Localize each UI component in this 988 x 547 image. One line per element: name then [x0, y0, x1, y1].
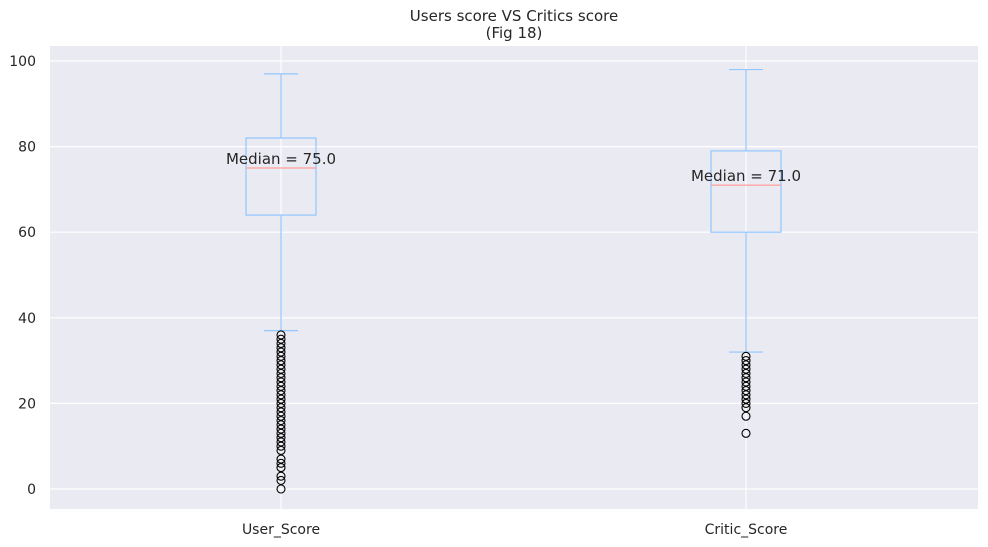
y-tick-label: 0: [27, 482, 36, 498]
box-iqr: [710, 150, 782, 233]
outlier-point: [276, 437, 286, 447]
plot-area: [50, 46, 978, 509]
outlier-point: [741, 368, 751, 378]
outlier-point: [276, 394, 286, 404]
outlier-point: [276, 415, 286, 426]
y-tick-label: 100: [9, 54, 36, 70]
outlier-point: [741, 356, 751, 366]
outlier-point: [276, 458, 286, 468]
outlier-point: [276, 368, 286, 378]
outlier-point: [276, 441, 286, 451]
outlier-point: [276, 411, 286, 421]
outlier-point: [276, 424, 286, 434]
outlier-point: [276, 360, 286, 370]
axis-labels: 0 20 40 60 80 100 User_Score Critic_Score: [9, 54, 787, 538]
outlier-point: [276, 343, 286, 353]
outlier-point: [276, 454, 286, 464]
outlier-point: [276, 471, 286, 481]
outlier-point: [276, 398, 286, 408]
x-tick-label: User_Score: [242, 522, 320, 538]
box-group: Median = 75.0: [226, 73, 336, 494]
outlier-point: [741, 394, 751, 404]
outlier-point: [276, 428, 286, 438]
y-tick-label: 60: [18, 225, 36, 241]
y-tick-label: 80: [18, 140, 36, 156]
outlier-point: [276, 364, 286, 374]
outlier-point: [276, 373, 286, 383]
outlier-point: [741, 381, 751, 391]
box-series: Median = 75.0 Median = 71.0: [226, 68, 801, 494]
outlier-point: [741, 398, 751, 408]
outlier-point: [741, 373, 751, 383]
median-annotation: Median = 75.0: [226, 150, 336, 168]
box-group: Median = 71.0: [691, 68, 801, 438]
outlier-point: [276, 386, 286, 396]
y-tick-label: 40: [18, 311, 36, 327]
box-iqr: [245, 137, 317, 216]
outlier-point: [276, 330, 286, 340]
outlier-point: [276, 351, 286, 361]
outlier-point: [741, 360, 751, 370]
outlier-point: [276, 390, 286, 400]
outlier-point: [276, 338, 286, 349]
outlier-point: [276, 463, 286, 473]
outlier-point: [276, 347, 286, 357]
outlier-point: [276, 377, 286, 387]
outlier-point: [741, 403, 751, 413]
outlier-point: [741, 377, 751, 387]
outlier-point: [741, 428, 751, 438]
outlier-point: [741, 351, 751, 361]
outlier-point: [741, 386, 751, 396]
outlier-point: [276, 407, 286, 417]
outlier-point: [741, 364, 751, 374]
chart-title: Users score VS Critics score: [410, 7, 618, 25]
x-tick-label: Critic_Score: [705, 522, 788, 538]
outlier-point: [276, 334, 286, 344]
outlier-point: [276, 445, 286, 456]
outlier-point: [741, 411, 751, 421]
outlier-point: [276, 356, 286, 366]
outlier-point: [276, 381, 286, 391]
outlier-point: [276, 433, 286, 443]
y-tick-label: 20: [18, 396, 36, 412]
chart-subtitle: (Fig 18): [486, 24, 543, 42]
outlier-point: [741, 390, 751, 400]
outlier-point: [276, 475, 286, 485]
median-annotation: Median = 71.0: [691, 167, 801, 185]
outlier-point: [276, 403, 286, 413]
grid-lines: [50, 46, 978, 509]
outlier-point: [276, 420, 286, 430]
outlier-point: [276, 484, 286, 494]
